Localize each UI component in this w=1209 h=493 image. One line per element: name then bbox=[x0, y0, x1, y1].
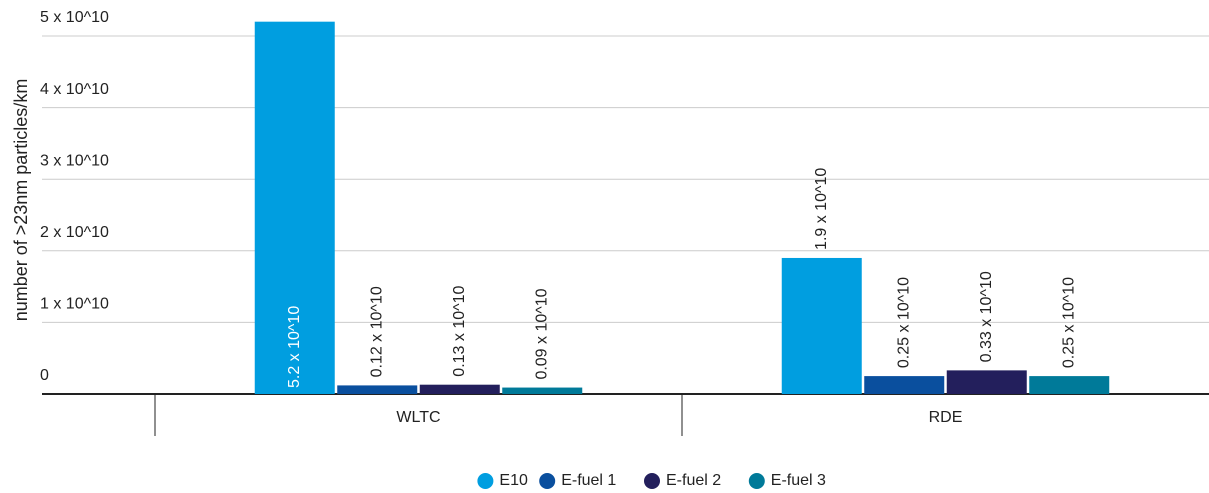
bar bbox=[781, 257, 862, 394]
bar bbox=[502, 387, 583, 394]
y-axis-label: number of >23nm particles/km bbox=[11, 79, 31, 322]
legend-marker bbox=[748, 473, 765, 489]
y-tick-label: 4 x 10^10 bbox=[40, 81, 109, 98]
legend-marker bbox=[539, 473, 556, 489]
legend-label: E10 bbox=[499, 472, 528, 489]
y-tick-label: 5 x 10^10 bbox=[40, 9, 109, 26]
y-tick-label: 3 x 10^10 bbox=[40, 152, 109, 169]
bar bbox=[864, 376, 945, 394]
bar bbox=[337, 385, 418, 394]
y-tick-label: 0 bbox=[40, 367, 49, 384]
legend-label: E-fuel 2 bbox=[666, 472, 721, 489]
data-label: 1.9 x 10^10 bbox=[813, 168, 830, 250]
legend-label: E-fuel 1 bbox=[561, 472, 616, 489]
legend-marker bbox=[477, 473, 494, 489]
bar bbox=[254, 21, 335, 395]
bar bbox=[1029, 376, 1110, 394]
data-label: 0.12 x 10^10 bbox=[368, 286, 385, 377]
legend-marker bbox=[644, 473, 660, 489]
data-label: 0.09 x 10^10 bbox=[533, 288, 550, 379]
y-tick-label: 1 x 10^10 bbox=[40, 296, 109, 313]
bar bbox=[419, 384, 500, 394]
data-label: 0.13 x 10^10 bbox=[451, 285, 468, 376]
legend-label: E-fuel 3 bbox=[771, 472, 826, 489]
data-label: 0.25 x 10^10 bbox=[1060, 277, 1077, 368]
data-label: 0.25 x 10^10 bbox=[895, 277, 912, 368]
x-tick-label: RDE bbox=[929, 409, 963, 426]
y-tick-label: 2 x 10^10 bbox=[40, 224, 109, 241]
data-label: 5.2 x 10^10 bbox=[286, 306, 303, 388]
data-label: 0.33 x 10^10 bbox=[978, 271, 995, 362]
x-tick-label: WLTC bbox=[396, 409, 440, 426]
bar bbox=[946, 370, 1027, 394]
